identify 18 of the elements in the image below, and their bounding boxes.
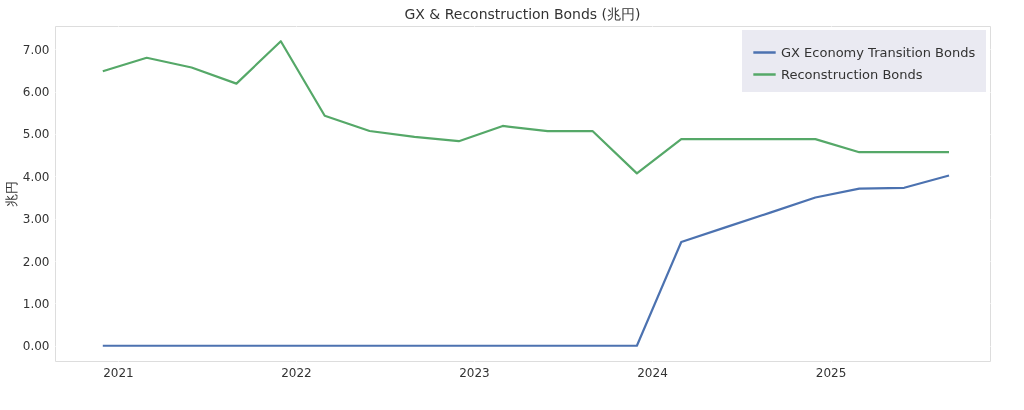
- y-tick-label: 1.00: [22, 296, 50, 311]
- chart-title: GX & Reconstruction Bonds (兆円): [404, 6, 641, 22]
- x-tick-label: 2023: [459, 365, 490, 380]
- y-tick-label: 5.00: [22, 127, 50, 142]
- x-tick-label: 2021: [103, 365, 134, 380]
- legend-label: Reconstruction Bonds: [781, 66, 923, 82]
- y-tick-label: 7.00: [22, 42, 50, 57]
- x-tick-label: 2024: [637, 365, 668, 380]
- x-tick-label: 2025: [815, 365, 847, 380]
- x-tick-label: 2022: [281, 365, 312, 380]
- legend-label: GX Economy Transition Bonds: [781, 44, 976, 60]
- y-tick-label: 0.00: [22, 339, 50, 354]
- line-series: [101, 174, 951, 347]
- y-tick-label: 6.00: [22, 85, 50, 100]
- y-axis-title: 兆円: [3, 181, 19, 207]
- y-tick-label: 4.00: [22, 169, 50, 184]
- y-tick-label: 2.00: [22, 254, 50, 269]
- y-tick-label: 3.00: [22, 212, 50, 227]
